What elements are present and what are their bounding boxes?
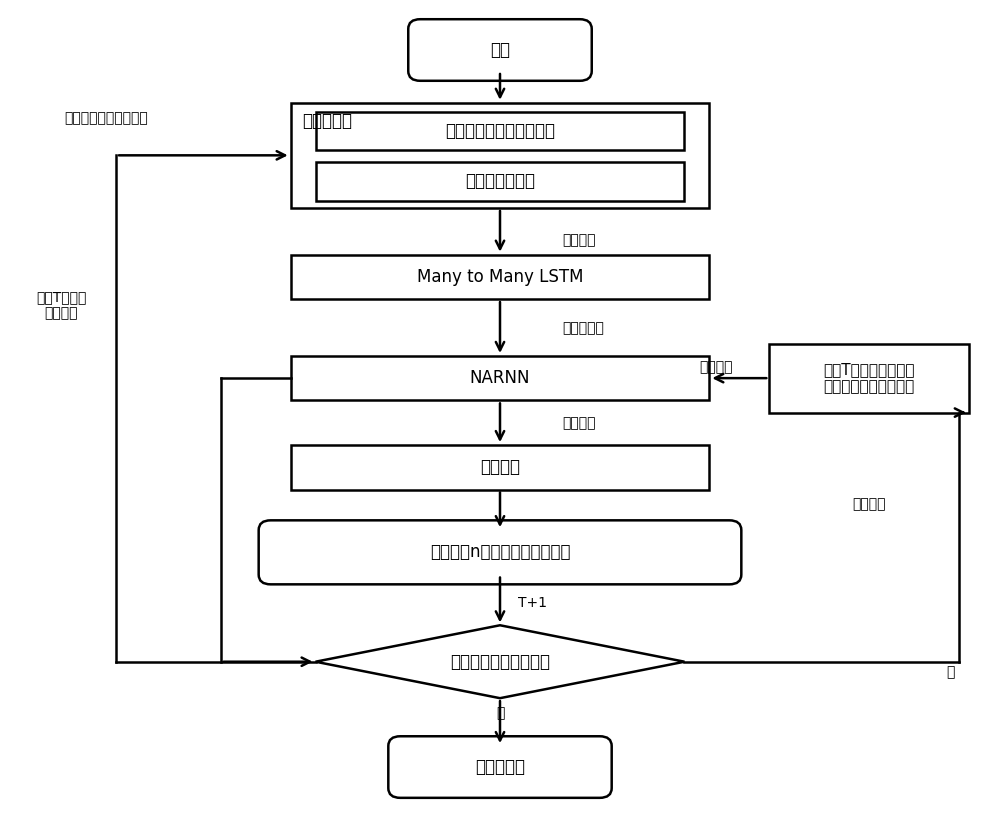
FancyBboxPatch shape <box>388 737 612 798</box>
Text: 多电池数据融合: 多电池数据融合 <box>465 172 535 190</box>
Text: T+1: T+1 <box>518 597 547 611</box>
Text: 是: 是 <box>496 706 504 720</box>
FancyBboxPatch shape <box>408 20 592 80</box>
FancyBboxPatch shape <box>259 520 741 585</box>
Text: Many to Many LSTM: Many to Many LSTM <box>417 267 583 286</box>
Bar <box>291 254 709 299</box>
Bar <box>769 344 969 412</box>
Text: 时刻T第一次
预测结果: 时刻T第一次 预测结果 <box>36 290 86 320</box>
Text: 预测之后n个时间步内电池容量: 预测之后n个时间步内电池容量 <box>430 543 570 561</box>
Text: 第一次预测: 第一次预测 <box>562 321 604 335</box>
Bar <box>291 445 709 489</box>
Text: 更换新电池: 更换新电池 <box>475 758 525 776</box>
Text: 归一化以及滑动窗口构建: 归一化以及滑动窗口构建 <box>445 122 555 140</box>
Text: 时刻T之前电池容量预
测数据与真实测量数据: 时刻T之前电池容量预 测数据与真实测量数据 <box>823 362 915 394</box>
Text: 预测电池完整退化数据: 预测电池完整退化数据 <box>64 111 148 125</box>
Text: 数据预处理: 数据预处理 <box>303 112 353 130</box>
Text: 电池是否到达最终寿命: 电池是否到达最终寿命 <box>450 653 550 671</box>
Bar <box>291 102 709 208</box>
Text: 反归一化: 反归一化 <box>480 459 520 476</box>
Text: 模型训练: 模型训练 <box>699 361 733 375</box>
Text: 数据更新: 数据更新 <box>852 497 886 511</box>
Bar <box>316 111 684 150</box>
Text: NARNN: NARNN <box>470 369 530 387</box>
Bar <box>291 356 709 401</box>
Text: 否: 否 <box>947 665 955 679</box>
Text: 开始: 开始 <box>490 41 510 59</box>
Text: 模型训练: 模型训练 <box>562 233 595 247</box>
Polygon shape <box>316 625 684 698</box>
Bar <box>316 162 684 201</box>
Text: 二次优化: 二次优化 <box>562 415 595 430</box>
